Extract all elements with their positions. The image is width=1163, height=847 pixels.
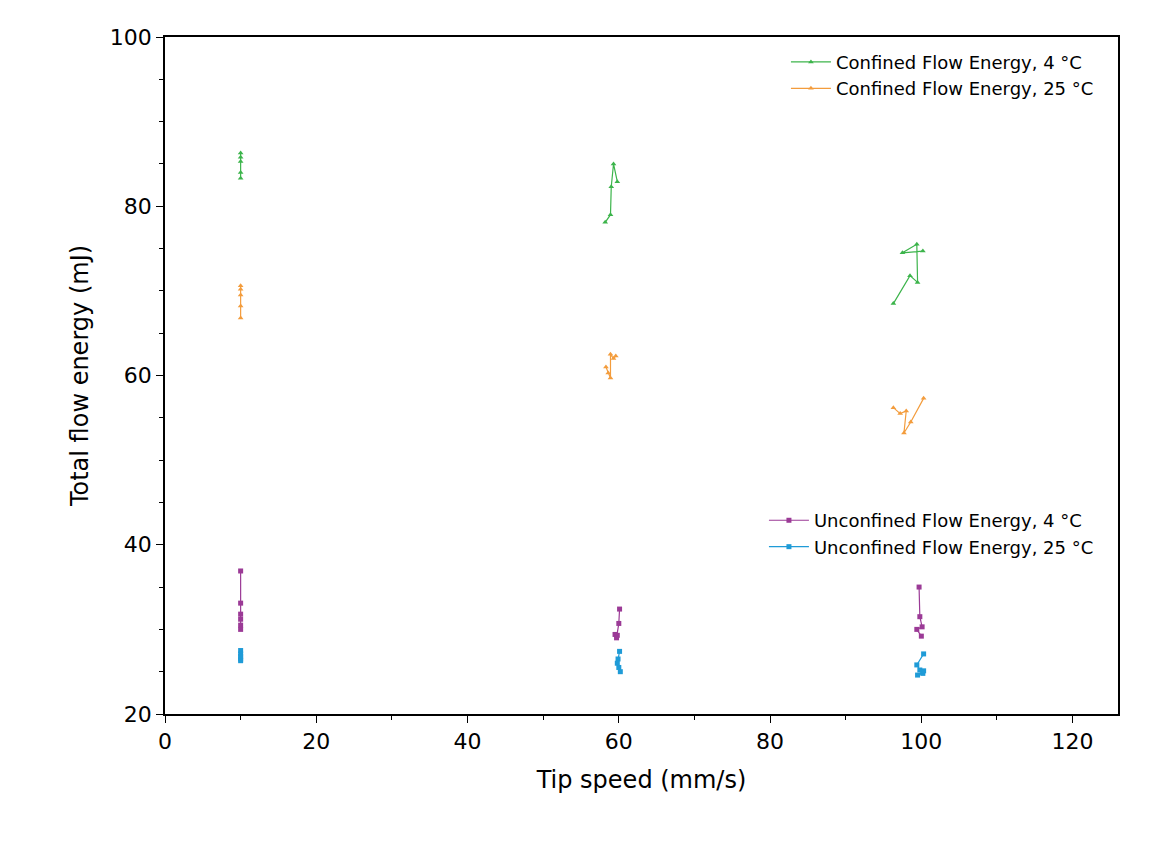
svg-text:40: 40 <box>124 532 152 557</box>
svg-text:120: 120 <box>1052 729 1094 754</box>
svg-text:60: 60 <box>605 729 633 754</box>
svg-text:Unconfined Flow Energy, 25 °C: Unconfined Flow Energy, 25 °C <box>814 537 1093 558</box>
svg-text:80: 80 <box>124 194 152 219</box>
svg-text:80: 80 <box>756 729 784 754</box>
svg-text:60: 60 <box>124 363 152 388</box>
svg-text:Confined Flow Energy, 4 °C: Confined Flow Energy, 4 °C <box>836 52 1082 73</box>
svg-text:20: 20 <box>302 729 330 754</box>
svg-text:20: 20 <box>124 702 152 727</box>
svg-text:0: 0 <box>158 729 172 754</box>
svg-text:100: 100 <box>110 25 152 50</box>
svg-text:Tip speed (mm/s): Tip speed (mm/s) <box>536 766 747 794</box>
svg-text:Unconfined Flow Energy, 4 °C: Unconfined Flow Energy, 4 °C <box>814 510 1082 531</box>
svg-text:100: 100 <box>900 729 942 754</box>
svg-text:Confined Flow Energy, 25 °C: Confined Flow Energy, 25 °C <box>836 78 1093 99</box>
svg-text:40: 40 <box>454 729 482 754</box>
svg-text:Total flow energy (mJ): Total flow energy (mJ) <box>66 245 94 507</box>
